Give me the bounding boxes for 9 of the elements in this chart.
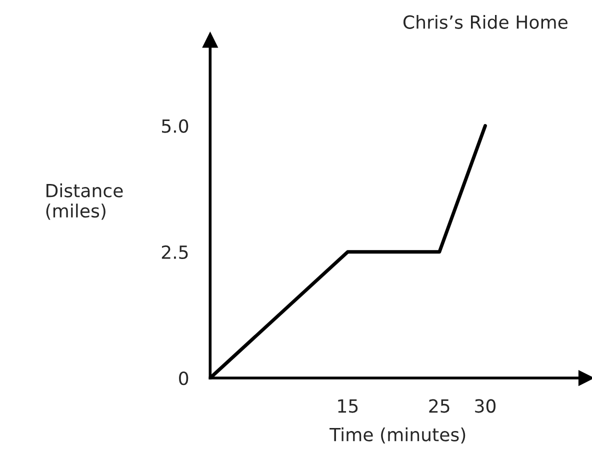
y-tick-label: 5.0	[162, 119, 188, 133]
x-tick-label: 30	[475, 399, 496, 413]
y-tick-label: 0	[179, 371, 188, 386]
chart-title: Chris’s Ride Home	[403, 14, 568, 29]
y-tick-label: 2.5	[162, 245, 188, 260]
x-axis-title: Time (minutes)	[330, 427, 466, 444]
y-axis-title: Distance (miles)	[46, 183, 123, 220]
x-tick-label: 25	[429, 399, 450, 413]
x-tick-label: 15	[338, 399, 358, 413]
